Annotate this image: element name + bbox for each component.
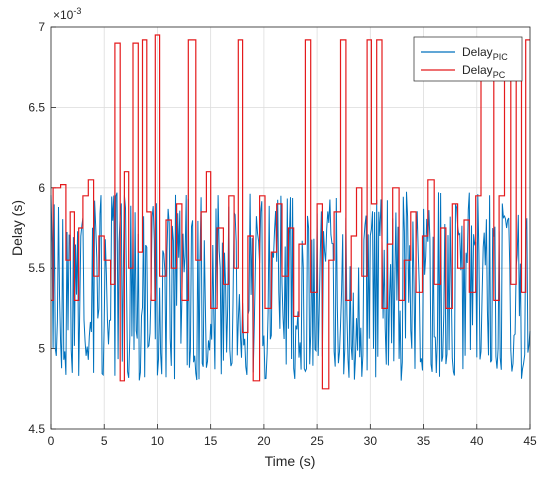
legend-label-pic: DelayPIC xyxy=(462,45,508,62)
y-exponent-power: -3 xyxy=(73,6,81,16)
series-line-pic xyxy=(50,191,531,381)
x-tick-label: 0 xyxy=(48,434,55,448)
y-axis-label: Delay (s) xyxy=(9,200,25,256)
y-tick-labels: 4.5 5 5.5 6 6.5 7 xyxy=(28,20,45,436)
y-tick-label: 5.5 xyxy=(28,261,45,275)
legend-label-pc-sub: PC xyxy=(493,70,506,80)
x-tick-label: 5 xyxy=(101,434,108,448)
x-tick-label: 45 xyxy=(523,434,537,448)
y-tick-label: 5 xyxy=(38,342,45,356)
x-tick-label: 10 xyxy=(151,434,165,448)
x-axis-label: Time (s) xyxy=(265,453,316,469)
x-tick-labels: 0 5 10 15 20 25 30 35 40 45 xyxy=(48,434,537,448)
legend-label-pic-sub: PIC xyxy=(493,52,509,62)
series-layer xyxy=(50,34,531,390)
plot-frame xyxy=(50,26,531,430)
x-tick-label: 25 xyxy=(310,434,324,448)
x-tick-label: 35 xyxy=(417,434,431,448)
x-tick-label: 15 xyxy=(204,434,218,448)
x-tick-label: 40 xyxy=(470,434,484,448)
x-tick-label: 20 xyxy=(257,434,271,448)
legend-label-pc: DelayPC xyxy=(462,63,506,80)
y-tick-label: 4.5 xyxy=(28,422,45,436)
y-tick-label: 6 xyxy=(38,181,45,195)
legend: DelayPIC DelayPC xyxy=(413,36,523,82)
x-tick-label: 30 xyxy=(364,434,378,448)
y-tick-label: 7 xyxy=(38,20,45,34)
y-tick-label: 6.5 xyxy=(28,100,45,114)
legend-box xyxy=(413,36,523,82)
y-exponent-label: ×10-3 xyxy=(53,6,81,22)
series-line-pc xyxy=(51,34,530,390)
